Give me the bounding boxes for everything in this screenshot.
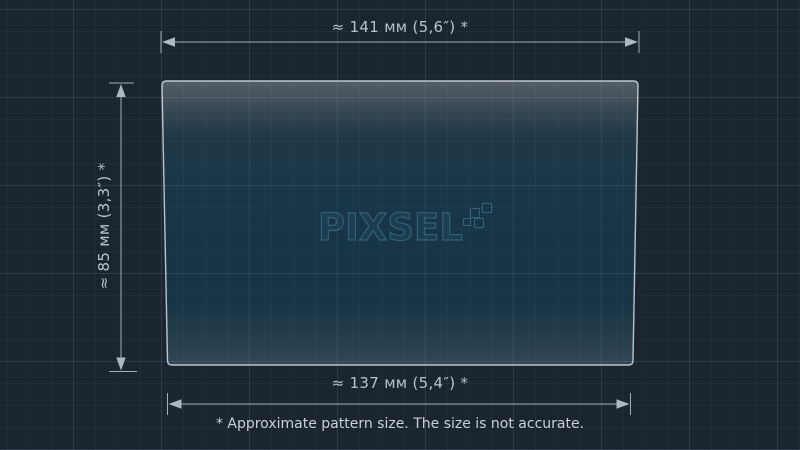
pixel-dot-icon [463, 218, 471, 226]
pixel-dot-icon [482, 203, 492, 213]
bottom-dimension-arrow [167, 393, 631, 415]
pixsel-watermark-logo: PIXSEL [317, 205, 463, 249]
top-dimension-arrow [160, 31, 640, 53]
left-height-label: ≈ 85 мм (3,3″) * [95, 162, 113, 290]
pixel-dot-icon [470, 208, 480, 218]
top-width-label: ≈ 141 мм (5,6″) * [331, 18, 469, 36]
footnote-text: * Approximate pattern size. The size is … [215, 416, 585, 432]
pixel-dot-icon [474, 218, 484, 228]
bottom-width-label: ≈ 137 мм (5,4″) * [331, 374, 469, 392]
protector-pattern-shape [161, 80, 639, 366]
left-dimension-arrow [109, 82, 137, 372]
